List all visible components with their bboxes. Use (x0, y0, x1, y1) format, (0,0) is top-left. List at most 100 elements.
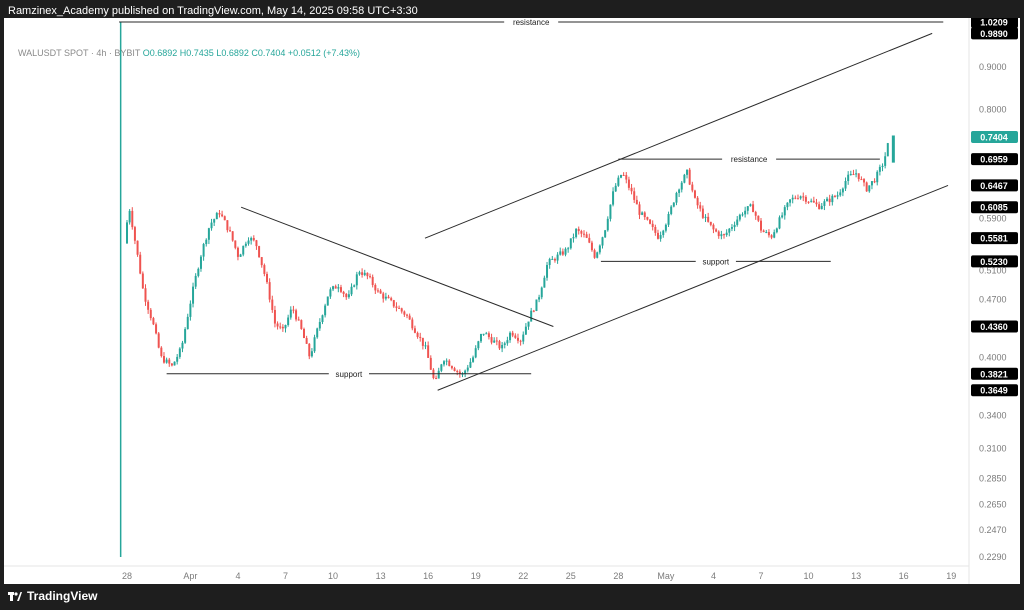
candle (831, 194, 834, 206)
candle (495, 337, 498, 346)
candle-body (530, 310, 533, 322)
candle (738, 213, 741, 222)
candle (625, 172, 628, 184)
candle (332, 285, 335, 292)
candle-body (395, 306, 398, 308)
price-tick-label: 0.3100 (979, 444, 1007, 454)
candle-body (612, 191, 615, 205)
candle (297, 316, 300, 321)
candle-body (828, 198, 831, 203)
candle-body (796, 198, 799, 200)
candle-body (583, 233, 586, 235)
candle (767, 229, 770, 238)
time-tick-label: May (657, 571, 675, 581)
candle (807, 201, 810, 204)
candle (881, 163, 884, 172)
candle-body (490, 337, 493, 343)
candle-body (794, 197, 797, 199)
candle-body (789, 199, 792, 203)
candle (509, 331, 512, 343)
candle (479, 333, 482, 344)
candle-body (387, 296, 390, 299)
candle-body (691, 184, 694, 191)
candle-body (205, 239, 208, 245)
candle-body (538, 297, 541, 300)
candle (540, 286, 543, 300)
candle (361, 268, 364, 278)
candle-body (656, 232, 659, 239)
candle (783, 205, 786, 220)
candle-body (720, 234, 723, 237)
candle-body (178, 348, 181, 357)
candle (461, 372, 464, 378)
candle (675, 191, 678, 206)
price-tick-label: 0.2470 (979, 525, 1007, 535)
candle (255, 239, 258, 250)
candle (728, 227, 731, 237)
candle-body (878, 166, 881, 172)
candle (506, 336, 509, 346)
tradingview-brand[interactable]: TradingView (8, 589, 97, 603)
candle (310, 348, 313, 358)
candle (472, 355, 475, 363)
candle-body (260, 257, 263, 266)
candle (186, 313, 189, 330)
candle-body (443, 361, 445, 365)
candle (765, 229, 768, 234)
candle-body (770, 235, 773, 238)
candle (316, 327, 319, 339)
candle-body (374, 284, 377, 291)
price-badge (971, 201, 1018, 214)
candle-body (664, 224, 667, 231)
candle-body (672, 202, 675, 207)
candle-body (498, 341, 501, 349)
candle (321, 314, 324, 325)
candle-body (886, 143, 889, 157)
candle-body (324, 305, 327, 316)
candle (736, 216, 739, 227)
candle-body (709, 221, 712, 225)
publisher-bar: Ramzinex_Academy published on TradingVie… (0, 0, 1024, 22)
candle (796, 194, 799, 200)
ohlc-close: C0.7404 (251, 48, 286, 58)
candle-body (606, 218, 609, 231)
price-chart[interactable]: 0.9000 0.8000 0.5900 0.5100 0.4700 0.4000 0.34… (4, 18, 1020, 584)
candle (355, 271, 358, 290)
candle (421, 337, 424, 350)
price-badge-label: 0.5581 (980, 234, 1008, 244)
candle-body (186, 316, 189, 330)
chart-area[interactable]: 0.9000 0.8000 0.5900 0.5100 0.4700 0.4000 0.34… (4, 18, 1020, 584)
candle (429, 355, 432, 370)
candle (559, 247, 562, 256)
candle (569, 238, 572, 250)
candle (828, 194, 831, 206)
candle (213, 218, 216, 227)
trendline (424, 32, 933, 239)
candle-body (561, 251, 564, 255)
candle-body (596, 252, 599, 258)
candle (239, 253, 242, 257)
time-tick-label: Apr (183, 571, 197, 581)
candle-body (847, 174, 850, 181)
candle-body (741, 214, 744, 216)
tradingview-logo-icon (8, 592, 22, 601)
candle (437, 367, 440, 379)
candle-body (744, 210, 747, 215)
candle-body (255, 240, 258, 247)
candle (749, 203, 752, 207)
price-badge-label: 0.3821 (980, 369, 1008, 379)
candle-body (762, 230, 765, 233)
candle (448, 359, 451, 367)
candle-body (857, 173, 860, 180)
candle-body (590, 242, 593, 251)
candle-body (622, 174, 625, 176)
candle-body (379, 290, 382, 294)
candle (839, 189, 842, 197)
candle-body (683, 174, 686, 183)
candle (271, 295, 274, 313)
candle (207, 227, 210, 245)
price-badge (971, 384, 1018, 397)
candle (604, 229, 607, 238)
candle (791, 194, 794, 204)
candle-body (126, 222, 128, 244)
